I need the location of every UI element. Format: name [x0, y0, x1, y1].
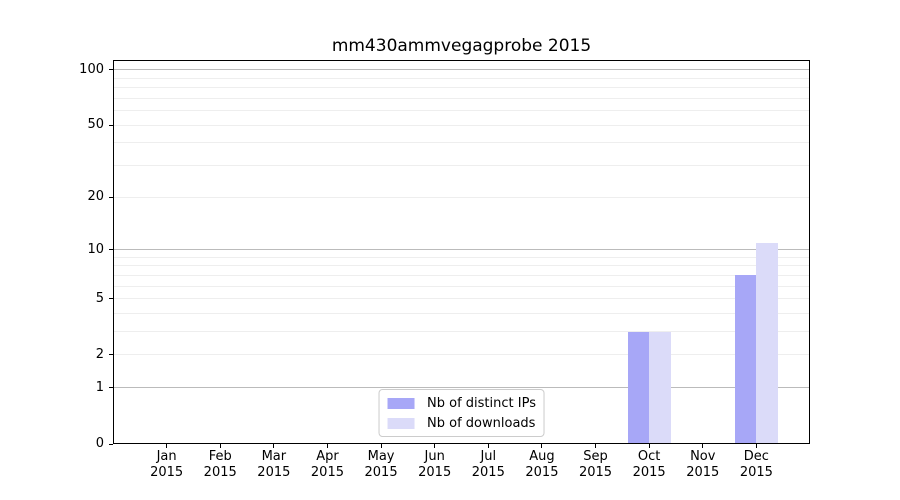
- x-tick-label: Dec 2015: [739, 449, 773, 480]
- bar-downloads: [649, 331, 671, 444]
- y-tick-label: 5: [95, 290, 104, 306]
- plot-area: Nb of distinct IPs Nb of downloads: [113, 60, 810, 444]
- x-tick: [755, 444, 757, 448]
- chart-title: mm430ammvegagprobe 2015: [331, 36, 592, 56]
- legend-swatch-downloads: [387, 417, 415, 429]
- y-tick-label: 50: [87, 117, 104, 133]
- y-tick: [109, 69, 113, 71]
- minor-gridline: [113, 142, 810, 144]
- x-tick: [434, 444, 436, 448]
- minor-gridline: [113, 265, 810, 267]
- major-gridline: [113, 249, 810, 251]
- minor-gridline: [113, 256, 810, 258]
- minor-gridline: [113, 97, 810, 99]
- plot-border-top: [113, 60, 810, 61]
- x-tick-label: Aug 2015: [525, 449, 559, 480]
- x-tick-label: Jun 2015: [418, 449, 452, 480]
- legend-item-downloads: Nb of downloads: [387, 414, 536, 432]
- y-tick-label: 20: [87, 189, 104, 205]
- x-tick: [166, 444, 168, 448]
- y-tick-label: 0: [95, 436, 104, 451]
- x-tick: [595, 444, 597, 448]
- minor-gridline: [113, 331, 810, 333]
- legend-label-downloads: Nb of downloads: [427, 415, 536, 431]
- y-tick-label: 10: [87, 241, 104, 257]
- x-axis-line: [113, 443, 810, 444]
- major-gridline: [113, 69, 810, 71]
- x-tick: [487, 444, 489, 448]
- y-tick: [109, 249, 113, 251]
- minor-gridline: [113, 354, 810, 356]
- y-tick-label: 2: [95, 346, 104, 362]
- x-tick-label: Mar 2015: [257, 449, 291, 480]
- y-tick: [109, 124, 113, 126]
- minor-gridline: [113, 298, 810, 300]
- minor-gridline: [113, 285, 810, 287]
- minor-gridline: [113, 165, 810, 167]
- x-tick-label: Sep 2015: [578, 449, 613, 480]
- minor-gridline: [113, 196, 810, 198]
- minor-gridline: [113, 124, 810, 126]
- x-tick-label: Oct 2015: [632, 449, 666, 480]
- legend: Nb of distinct IPs Nb of downloads: [378, 389, 545, 437]
- bar-distinct-ips: [734, 275, 757, 444]
- y-tick: [109, 196, 113, 198]
- minor-gridline: [113, 274, 810, 276]
- y-axis-line: [113, 60, 114, 444]
- bar-downloads: [756, 242, 778, 444]
- minor-gridline: [113, 87, 810, 89]
- x-tick-label: Jul 2015: [471, 449, 505, 480]
- x-tick: [273, 444, 275, 448]
- y-tick-label: 1: [95, 379, 104, 395]
- x-tick: [219, 444, 221, 448]
- minor-gridline: [113, 313, 810, 314]
- y-tick: [109, 387, 113, 389]
- x-tick-label: Feb 2015: [203, 449, 237, 480]
- x-tick: [326, 444, 328, 448]
- legend-label-distinct-ips: Nb of distinct IPs: [427, 395, 536, 411]
- minor-gridline: [113, 110, 810, 112]
- plot-border-right: [809, 60, 810, 444]
- y-tick: [109, 354, 113, 356]
- bar-distinct-ips: [627, 331, 650, 444]
- x-tick-label: Apr 2015: [310, 449, 344, 480]
- major-gridline: [113, 387, 810, 389]
- x-tick: [380, 444, 382, 448]
- x-tick-label: Jan 2015: [150, 449, 184, 480]
- legend-swatch-distinct-ips: [387, 397, 415, 409]
- y-tick: [109, 443, 113, 445]
- x-tick: [541, 444, 543, 448]
- minor-gridline: [113, 77, 810, 79]
- y-tick-label: 100: [79, 61, 104, 77]
- legend-item-distinct-ips: Nb of distinct IPs: [387, 394, 536, 412]
- x-tick-label: Nov 2015: [686, 449, 720, 480]
- x-tick: [702, 444, 704, 448]
- y-tick: [109, 298, 113, 300]
- x-tick-label: May 2015: [364, 449, 398, 480]
- x-tick: [648, 444, 650, 448]
